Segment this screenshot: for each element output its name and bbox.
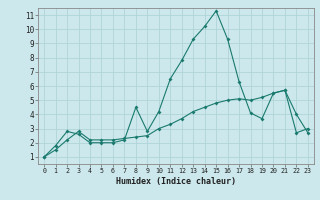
X-axis label: Humidex (Indice chaleur): Humidex (Indice chaleur) xyxy=(116,177,236,186)
